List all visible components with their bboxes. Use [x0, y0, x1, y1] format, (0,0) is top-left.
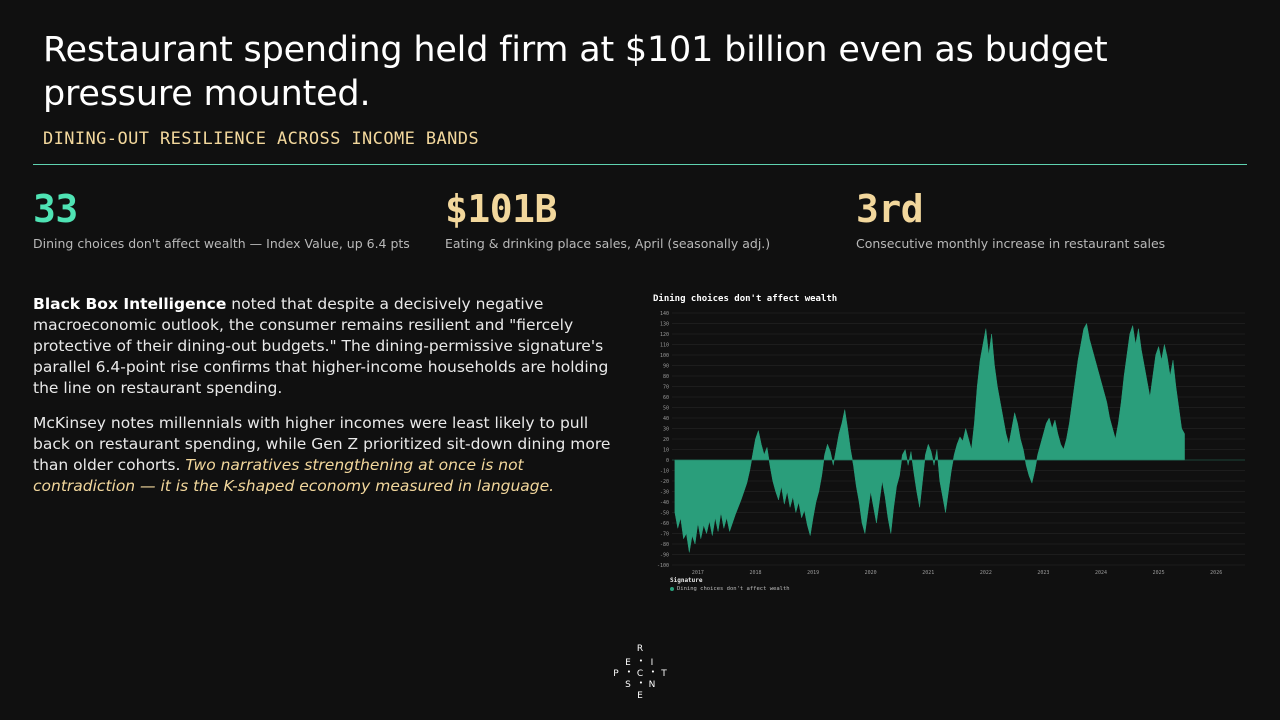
- y-tick-label: -60: [660, 521, 669, 527]
- y-tick-label: 50: [663, 406, 669, 412]
- logo-letter: N: [648, 680, 656, 690]
- paragraph-text: McKinsey notes millennials with higher i…: [33, 414, 611, 474]
- y-tick-label: -10: [660, 469, 669, 475]
- logo-letter: C: [636, 669, 644, 679]
- legend-swatch: [670, 587, 674, 591]
- logo-letter: I: [650, 658, 654, 668]
- logo-letter: S: [625, 680, 631, 690]
- y-tick-label: -50: [660, 511, 669, 517]
- logo-dot: •: [650, 668, 656, 676]
- x-tick-label: 2017: [692, 570, 704, 576]
- logo-letter: R: [636, 644, 644, 654]
- y-tick-label: 0: [666, 458, 669, 464]
- legend-item: Dining choices don't affect wealth: [670, 586, 790, 592]
- source-name: Black Box Intelligence: [33, 295, 227, 313]
- body-text: Black Box Intelligence noted that despit…: [33, 294, 628, 511]
- legend-title: Signature: [670, 577, 703, 584]
- y-tick-label: 10: [663, 448, 669, 454]
- kpi-label: Dining choices don't affect wealth — Ind…: [33, 236, 410, 251]
- y-tick-label: 130: [660, 322, 669, 328]
- chart-title: Dining choices don't affect wealth: [653, 294, 838, 304]
- y-tick-label: 140: [660, 311, 669, 317]
- y-tick-label: 40: [663, 416, 669, 422]
- chart-legend: Signature Dining choices don't affect we…: [670, 577, 790, 592]
- brand-logo: R E I P C T S N E • • • •: [608, 644, 672, 704]
- logo-dot: •: [638, 679, 644, 687]
- x-tick-label: 2020: [865, 570, 877, 576]
- y-tick-label: 70: [663, 385, 669, 391]
- y-tick-label: 120: [660, 332, 669, 338]
- y-tick-label: -80: [660, 542, 669, 548]
- x-tick-label: 2023: [1037, 570, 1049, 576]
- logo-dot: •: [638, 657, 644, 665]
- logo-letter: E: [625, 658, 631, 668]
- logo-letter: T: [661, 669, 667, 679]
- kpi-label: Eating & drinking place sales, April (se…: [445, 236, 771, 251]
- y-tick-label: -20: [660, 479, 669, 485]
- kpi-consecutive-increase: 3rd Consecutive monthly increase in rest…: [856, 186, 1165, 251]
- kpi-label: Consecutive monthly increase in restaura…: [856, 236, 1166, 251]
- x-tick-label: 2022: [980, 570, 992, 576]
- y-tick-label: 90: [663, 364, 669, 370]
- kpi-value: 3rd: [856, 187, 924, 231]
- slide-subtitle: DINING-OUT RESILIENCE ACROSS INCOME BAND…: [43, 129, 480, 149]
- kpi-value: 33: [33, 187, 78, 231]
- x-tick-label: 2026: [1210, 570, 1222, 576]
- y-tick-label: 110: [660, 343, 669, 349]
- x-tick-label: 2019: [807, 570, 819, 576]
- y-tick-label: 20: [663, 437, 669, 443]
- kpi-index-value: 33 Dining choices don't affect wealth — …: [33, 186, 410, 251]
- y-tick-label: -100: [657, 563, 669, 569]
- y-tick-label: -70: [660, 532, 669, 538]
- legend-label: Dining choices don't affect wealth: [677, 586, 790, 592]
- divider-rule: [33, 164, 1247, 165]
- y-tick-label: 60: [663, 395, 669, 401]
- area-chart: 1401301201101009080706050403020100-10-20…: [657, 311, 1245, 576]
- y-tick-label: 30: [663, 427, 669, 433]
- kpi-value: $101B: [445, 187, 557, 231]
- logo-letter: P: [613, 669, 619, 679]
- highlight-quote: Two narratives strengthening at once is …: [33, 456, 555, 495]
- y-tick-label: -30: [660, 490, 669, 496]
- body-paragraph-2: McKinsey notes millennials with higher i…: [33, 413, 628, 497]
- y-tick-label: -90: [660, 553, 669, 559]
- logo-dot: •: [626, 668, 632, 676]
- x-tick-label: 2021: [922, 570, 934, 576]
- slide-title: Restaurant spending held firm at $101 bi…: [43, 30, 1108, 114]
- logo-letter: E: [637, 691, 643, 701]
- x-tick-label: 2025: [1153, 570, 1165, 576]
- y-tick-label: 100: [660, 353, 669, 359]
- body-paragraph-1: Black Box Intelligence noted that despit…: [33, 294, 628, 399]
- series-area: [674, 322, 1185, 553]
- kpi-sales: $101B Eating & drinking place sales, Apr…: [445, 186, 770, 251]
- y-tick-label: -40: [660, 500, 669, 506]
- y-tick-label: 80: [663, 374, 669, 380]
- x-tick-label: 2018: [749, 570, 761, 576]
- x-tick-label: 2024: [1095, 570, 1107, 576]
- paragraph-text: noted that despite a decisively negative…: [33, 295, 609, 397]
